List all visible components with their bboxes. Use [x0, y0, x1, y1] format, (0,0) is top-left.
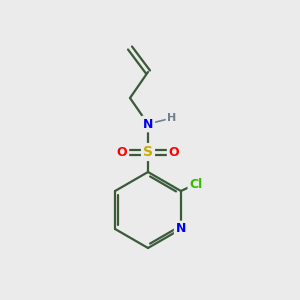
Text: S: S — [143, 145, 153, 159]
Text: H: H — [167, 113, 177, 123]
Text: N: N — [143, 118, 153, 130]
Text: N: N — [176, 223, 186, 236]
Text: O: O — [117, 146, 127, 158]
Text: Cl: Cl — [189, 178, 203, 190]
Text: O: O — [169, 146, 179, 158]
